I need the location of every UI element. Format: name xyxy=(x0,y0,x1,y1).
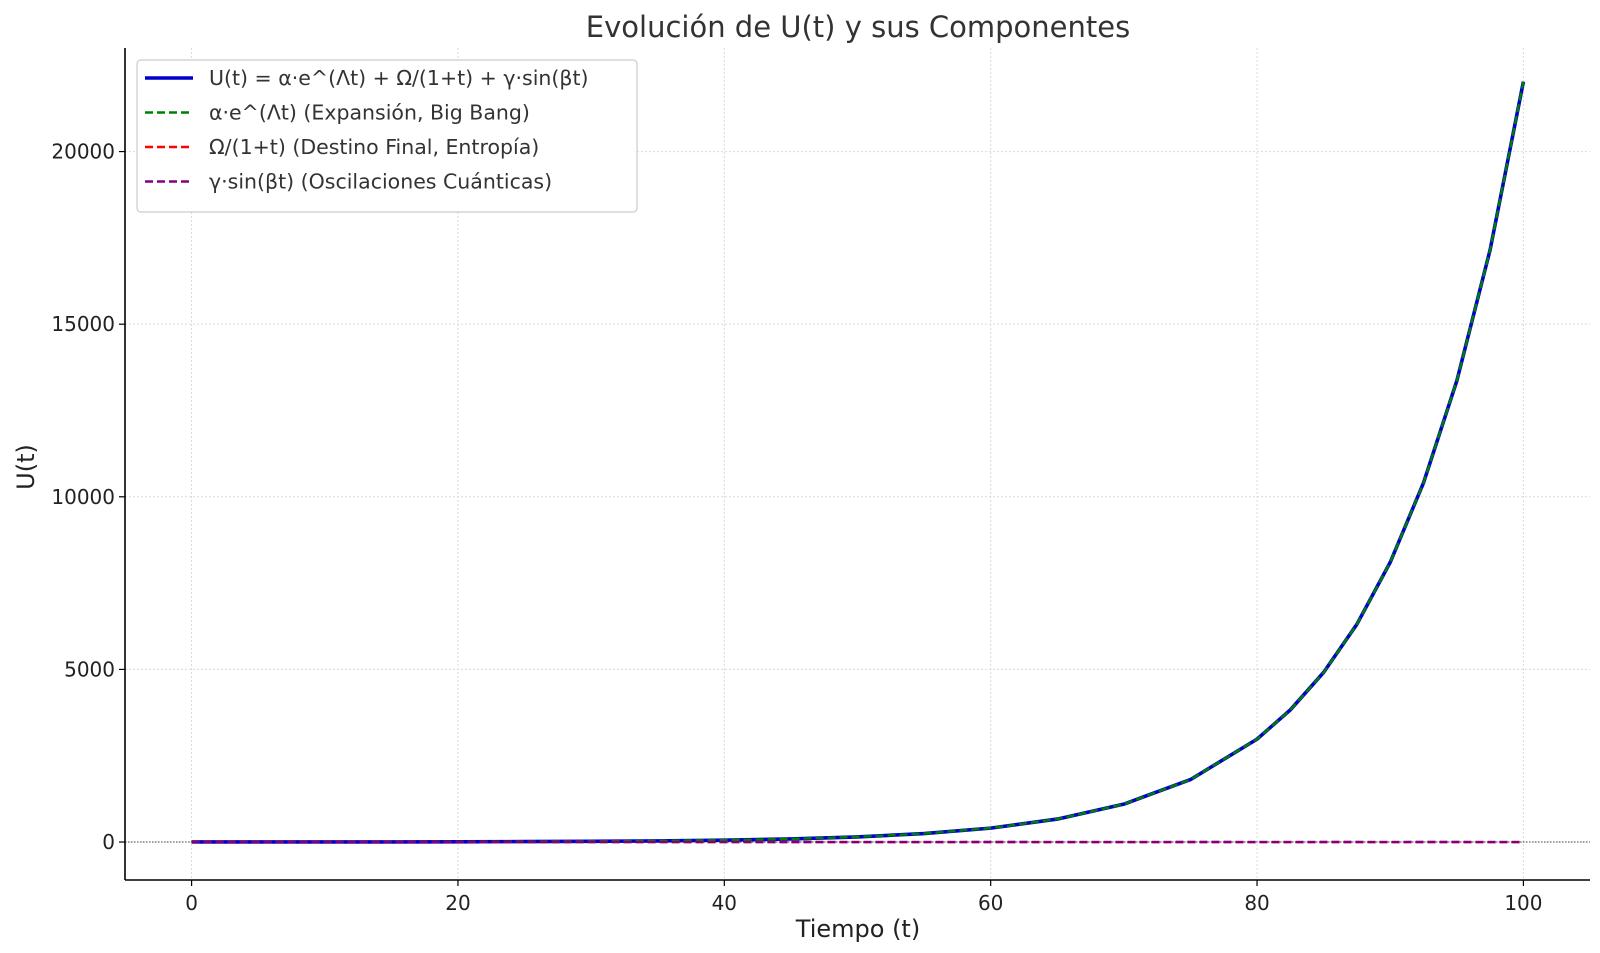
x-axis-label: Tiempo (t) xyxy=(795,915,920,943)
x-tick-label: 100 xyxy=(1504,891,1542,915)
y-tick-label: 0 xyxy=(102,830,115,854)
y-tick-label: 15000 xyxy=(51,312,115,336)
legend: U(t) = α·e^(Λt) + Ω/(1+t) + γ·sin(βt) α·e… xyxy=(136,59,638,213)
x-tick-label: 20 xyxy=(445,891,470,915)
x-tick-label: 40 xyxy=(712,891,737,915)
series-group xyxy=(191,81,1526,844)
x-tick-label: 0 xyxy=(185,891,198,915)
y-tick-label: 20000 xyxy=(51,140,115,164)
legend-entry-label: γ·sin(βt) (Oscilaciones Cuánticas) xyxy=(209,170,552,194)
y-tick-label: 5000 xyxy=(64,657,115,681)
legend-box xyxy=(136,59,638,213)
y-axis-label: U(t) xyxy=(12,444,40,490)
axes xyxy=(124,48,1590,881)
x-tick-label: 80 xyxy=(1244,891,1269,915)
legend-entry-label: U(t) = α·e^(Λt) + Ω/(1+t) + γ·sin(βt) xyxy=(209,66,589,90)
legend-entry-label: α·e^(Λt) (Expansión, Big Bang) xyxy=(209,101,530,125)
chart-title: Evolución de U(t) y sus Componentes xyxy=(586,10,1130,44)
y-tick-label: 10000 xyxy=(51,485,115,509)
x-tick-label: 60 xyxy=(978,891,1003,915)
legend-entry-label: Ω/(1+t) (Destino Final, Entropía) xyxy=(209,135,539,159)
ticks: 0 20 40 60 80 100 0 5000 10000 15000 20000 xyxy=(51,140,1542,915)
